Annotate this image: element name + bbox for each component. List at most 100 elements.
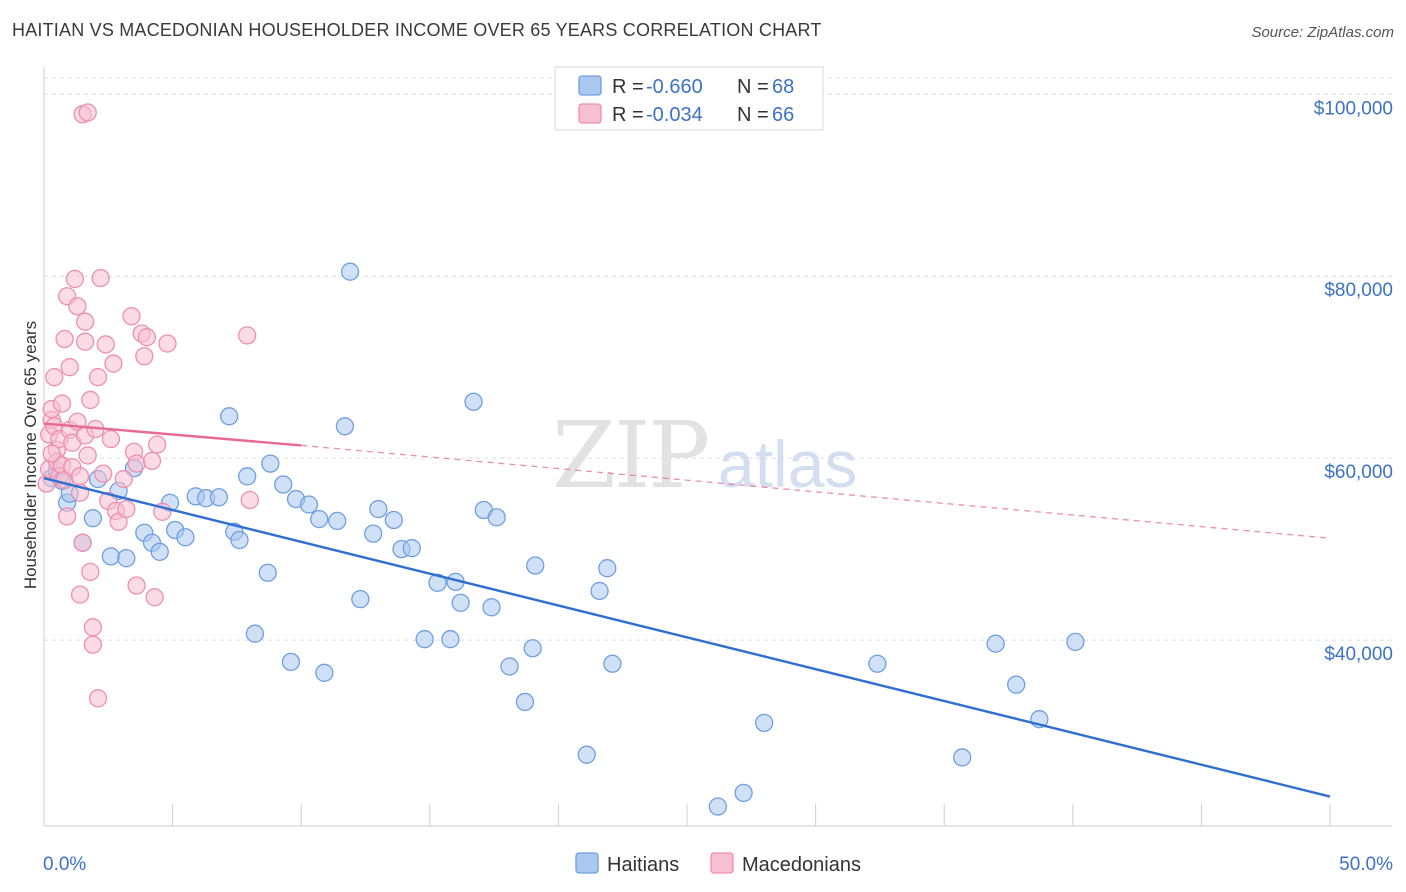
legend-n-value-haitians: 68 (772, 76, 794, 98)
data-point-haitians (590, 581, 609, 601)
data-point-macedonians (81, 562, 100, 581)
trend-line-haitians (43, 476, 1331, 798)
data-point-macedonians (73, 533, 92, 552)
data-point-macedonians (135, 347, 154, 366)
watermark-zip: ZIP (552, 402, 708, 509)
data-point-macedonians (127, 454, 146, 473)
legend-top: R = -0.660 N = 68 R = -0.034 N = 66 (554, 66, 824, 131)
x-tick-label: 0.0% (43, 854, 86, 875)
data-point-haitians (451, 593, 470, 612)
data-point-macedonians (96, 335, 115, 354)
data-point-haitians (351, 589, 370, 609)
series-macedonians (37, 103, 259, 708)
data-point-haitians (299, 495, 319, 514)
data-point-macedonians (83, 635, 103, 654)
data-point-haitians (258, 563, 277, 582)
axis-layer: $40,000 $60,000 $80,000 $100,000 0.0% 50.0% (43, 67, 1393, 875)
data-point-macedonians (68, 297, 87, 316)
data-point-macedonians (91, 268, 110, 288)
data-point-haitians (220, 407, 239, 426)
series-haitians (42, 262, 1085, 816)
data-point-haitians (482, 598, 501, 617)
data-point-macedonians (78, 446, 97, 465)
data-point-macedonians (240, 490, 259, 510)
y-tick-label: $40,000 (1324, 644, 1393, 665)
data-point-macedonians (52, 394, 72, 413)
data-point-haitians (315, 663, 334, 682)
data-point-haitians (515, 692, 535, 712)
data-point-haitians (953, 748, 972, 767)
watermark: ZIP atlas (552, 402, 857, 509)
data-point-haitians (335, 417, 355, 436)
data-point-haitians (117, 549, 136, 568)
legend-bottom: Haitians Macedonians (575, 852, 861, 876)
points-layer (37, 103, 1085, 816)
chart-source: Source: ZipAtlas.com (1251, 24, 1394, 41)
legend-bottom-label-haitians: Haitians (607, 854, 679, 876)
data-point-haitians (428, 573, 447, 592)
data-point-haitians (708, 797, 728, 816)
data-point-haitians (1007, 675, 1026, 694)
data-point-macedonians (122, 307, 141, 326)
data-point-haitians (384, 510, 403, 530)
legend-r-label-haitians: R = (612, 76, 644, 98)
data-point-haitians (340, 262, 360, 281)
data-point-macedonians (70, 467, 90, 486)
data-point-haitians (261, 454, 280, 473)
data-point-macedonians (45, 368, 64, 387)
legend-r-value-macedonians: -0.034 (646, 104, 703, 126)
data-point-macedonians (78, 103, 97, 122)
data-point-haitians (464, 392, 483, 411)
data-point-haitians (230, 530, 249, 550)
data-point-macedonians (88, 368, 108, 387)
y-tick-label: $80,000 (1324, 280, 1393, 301)
data-point-macedonians (117, 499, 136, 519)
data-point-haitians (150, 542, 169, 561)
data-point-haitians (402, 539, 421, 558)
data-point-macedonians (55, 329, 74, 349)
data-point-macedonians (104, 354, 123, 373)
data-point-haitians (310, 509, 329, 529)
legend-n-label-macedonians: N = (737, 104, 769, 126)
data-point-haitians (598, 559, 617, 578)
data-point-macedonians (60, 358, 79, 377)
legend-swatch-macedonians (578, 103, 602, 124)
data-point-macedonians (76, 312, 95, 331)
data-point-macedonians (65, 269, 85, 289)
data-point-haitians (176, 528, 195, 547)
legend-bottom-swatch-macedonians (710, 852, 734, 874)
data-point-macedonians (94, 464, 113, 483)
legend-r-label-macedonians: R = (612, 104, 644, 126)
data-point-haitians (577, 745, 596, 764)
data-point-macedonians (83, 618, 103, 637)
trend-layer (43, 422, 1331, 798)
legend-n-value-macedonians: 66 (772, 104, 794, 126)
trend-line-macedonians (43, 422, 302, 447)
data-point-haitians (526, 556, 545, 575)
data-point-haitians (500, 657, 519, 676)
data-point-macedonians (137, 328, 157, 347)
data-point-macedonians (158, 334, 177, 353)
y-tick-label: $100,000 (1314, 98, 1393, 119)
data-point-macedonians (81, 390, 100, 410)
data-point-haitians (441, 630, 460, 649)
data-point-haitians (209, 488, 229, 507)
data-point-haitians (281, 652, 301, 672)
data-point-haitians (364, 524, 383, 543)
data-point-haitians (755, 713, 774, 732)
y-axis-title: Householder Income Over 65 years (21, 321, 40, 589)
data-point-macedonians (101, 429, 121, 449)
data-point-macedonians (88, 689, 108, 708)
data-point-haitians (523, 639, 542, 658)
data-point-macedonians (145, 588, 164, 607)
data-point-haitians (986, 634, 1005, 653)
x-tick-label: 50.0% (1339, 854, 1393, 875)
data-point-haitians (369, 499, 388, 519)
legend-swatch-haitians (578, 75, 602, 96)
grid-layer (44, 77, 1392, 641)
data-point-haitians (415, 630, 434, 649)
y-tick-label: $60,000 (1324, 462, 1393, 483)
legend-n-label-haitians: N = (737, 76, 769, 98)
data-point-haitians (734, 783, 753, 803)
